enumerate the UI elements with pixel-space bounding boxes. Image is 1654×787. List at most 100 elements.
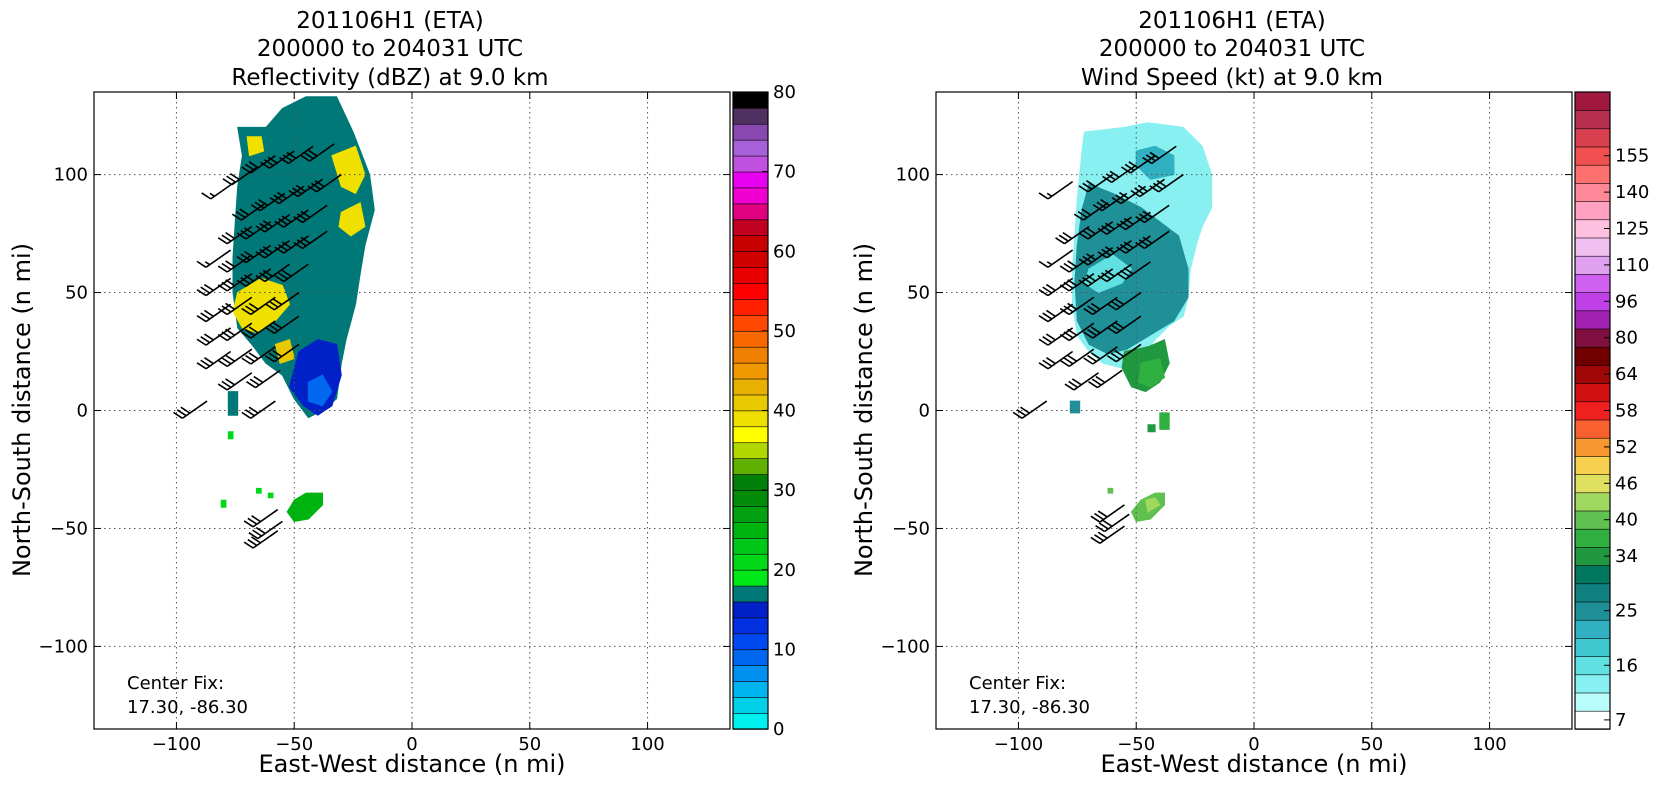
colorbar-bin-22 — [1574, 310, 1611, 330]
wind-barb-38 — [1064, 372, 1099, 391]
barb-full — [1071, 378, 1082, 386]
barb-staff — [245, 221, 272, 240]
barb-full — [296, 239, 307, 247]
barb-full — [255, 225, 266, 233]
colorbar-tick-label: 25 — [1615, 601, 1638, 622]
x-tick-label: −50 — [1117, 734, 1155, 755]
barb-full — [1111, 197, 1122, 205]
barb-full — [1097, 531, 1108, 539]
colorbar-bin-35 — [732, 155, 769, 173]
barb-full — [248, 161, 259, 169]
barb-full — [240, 253, 251, 261]
wind-barb-34 — [1038, 350, 1074, 370]
barb-full — [217, 359, 228, 368]
barb-full — [1123, 217, 1134, 226]
colorbar-bin-3 — [732, 664, 769, 682]
barb-staff — [1144, 230, 1170, 250]
colorbar-tick-label: 80 — [1615, 328, 1638, 349]
barb-full — [314, 180, 325, 188]
colorbar-tick-label: 70 — [773, 162, 796, 183]
colorbar-bin-17 — [732, 442, 769, 459]
panel-title-line-3: Wind Speed (kt) at 9.0 km — [1081, 65, 1383, 91]
wind-barb-2 — [1102, 164, 1137, 184]
colorbar-bin-32 — [732, 203, 769, 221]
barb-staff — [1115, 315, 1142, 334]
wind-barb-16 — [196, 249, 232, 268]
barb-full — [1128, 161, 1139, 169]
barb-full — [1116, 222, 1127, 231]
colorbar-bin-10 — [732, 553, 769, 571]
barb-full — [1137, 184, 1148, 193]
axis-ticks: −100 −50 0 50 100 −100 −50 0 50 100 — [39, 92, 730, 755]
field-region-5 — [1138, 357, 1166, 388]
barb-full — [1059, 284, 1070, 292]
colorbar-bin-16 — [1574, 419, 1611, 439]
wind-barb-34 — [264, 315, 300, 335]
barb-full — [200, 359, 211, 367]
barb-full — [221, 380, 232, 389]
wind-barb-27 — [1059, 296, 1095, 316]
colorbar-bin-28 — [732, 266, 769, 284]
wind-barb-33 — [241, 320, 276, 339]
colorbar-tick-label: 34 — [1615, 546, 1638, 567]
barb-full — [292, 187, 303, 195]
wind-barb-38 — [264, 343, 300, 363]
barb-staff — [205, 350, 232, 370]
barb-full — [203, 333, 214, 341]
barb-full — [1120, 220, 1130, 228]
colorbar-bin-11 — [732, 537, 769, 555]
barb-full — [286, 151, 297, 159]
barb-full — [1098, 522, 1109, 530]
barb-full — [1104, 269, 1115, 277]
colorbar-bin-38 — [732, 107, 769, 125]
colorbar-bin-4 — [1574, 637, 1611, 657]
barb-staff — [309, 143, 335, 162]
wind-barb-32 — [1083, 320, 1118, 339]
barb-staff — [1099, 525, 1125, 544]
barb-staff — [257, 520, 283, 540]
barb-full — [241, 331, 252, 339]
wind-barb-17 — [217, 254, 253, 273]
wind-barbs — [173, 143, 342, 549]
barb-full — [1149, 185, 1160, 193]
wind-barb-30 — [264, 291, 300, 311]
colorbar-bin-14 — [1574, 455, 1611, 475]
wind-barb-37 — [241, 346, 276, 365]
barb-staff — [1068, 254, 1095, 273]
wind-barb-30 — [1038, 327, 1074, 346]
barb-full — [1067, 302, 1078, 310]
barb-full — [217, 307, 228, 316]
wind-barb-32 — [217, 322, 253, 342]
wind-barb-10 — [1055, 225, 1090, 245]
barb-full — [1114, 349, 1125, 358]
barb-full — [1058, 234, 1069, 242]
barb-full — [203, 283, 214, 292]
barb-full — [303, 151, 314, 160]
barb-full — [244, 274, 254, 282]
barb-full — [231, 213, 242, 221]
barb-full — [1109, 170, 1120, 178]
colorbar-tick-label: 7 — [1615, 710, 1626, 731]
wind-barb-39 — [217, 372, 253, 391]
barb-full — [1090, 536, 1101, 544]
wind-barb-25 — [1116, 261, 1151, 280]
field-region-12 — [256, 487, 262, 494]
x-tick-label: 50 — [1360, 734, 1383, 755]
wind-barb-43 — [1090, 525, 1125, 544]
barb-staff — [226, 372, 253, 391]
colorbar-bin-29 — [732, 250, 769, 268]
barb-full — [252, 529, 262, 537]
wind-barb-8 — [269, 185, 305, 205]
barb-full — [1063, 281, 1074, 289]
barb-full — [293, 215, 304, 224]
barb-full — [1102, 519, 1113, 528]
barb-staff — [1125, 261, 1151, 280]
barb-full — [225, 328, 236, 336]
wind-barb-21 — [293, 230, 328, 250]
barb-full — [1130, 189, 1141, 198]
barb-full — [1101, 248, 1112, 256]
barb-full — [241, 411, 252, 419]
barb-full — [1104, 246, 1115, 254]
field-region-8 — [227, 391, 239, 416]
barb-full — [1073, 213, 1084, 221]
